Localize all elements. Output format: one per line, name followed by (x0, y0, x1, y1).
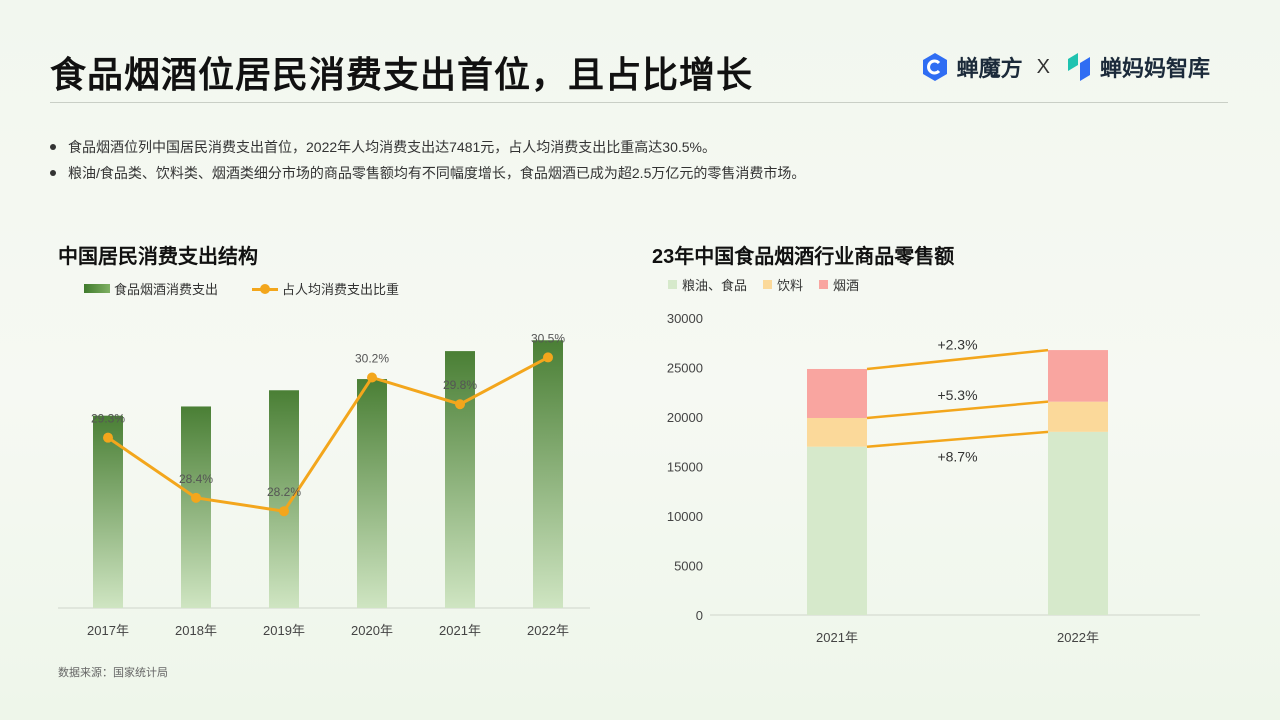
bullet-text: 粮油/食品类、饮料类、烟酒类细分市场的商品零售额均有不同幅度增长，食品烟酒已成为… (68, 165, 806, 181)
data-label: 28.4% (179, 472, 213, 486)
logo-right-text: 蝉妈妈智库 (1099, 56, 1210, 81)
legend-label: 食品烟酒消费支出 (114, 282, 219, 297)
x-tick-label: 2018年 (175, 623, 217, 638)
logo-separator: X (1036, 55, 1050, 78)
legend-label: 饮料 (777, 278, 804, 293)
bar (93, 415, 123, 608)
stack-segment (1048, 431, 1108, 615)
chanmofang-logo-icon (922, 53, 947, 81)
bullet-item: 食品烟酒位列中国居民消费支出首位，2022年人均消费支出达7481元，占人均消费… (50, 134, 805, 160)
growth-line (866, 430, 1049, 448)
stack-segment (807, 368, 867, 418)
y-tick-label: 25000 (667, 361, 703, 376)
title-divider (50, 102, 1228, 103)
x-tick-label: 2021年 (816, 630, 858, 645)
left-chart-legend: 食品烟酒消费支出 占人均消费支出比重 (84, 279, 415, 298)
line-point (367, 372, 377, 383)
bar (445, 351, 475, 608)
data-label: 29.3% (91, 412, 125, 426)
data-label: 30.2% (355, 351, 389, 365)
left-chart-title: 中国居民消费支出结构 (58, 246, 258, 268)
x-tick-label: 2019年 (263, 623, 305, 638)
legend-swatch (84, 284, 110, 293)
logo-left-text: 蝉魔方 (956, 56, 1023, 81)
x-tick-label: 2022年 (1057, 630, 1099, 645)
legend-swatch (763, 280, 773, 289)
logo-area: 蝉魔方 X 蝉妈妈智库 (919, 50, 1210, 84)
line-point (191, 492, 201, 503)
growth-label: +5.3% (937, 387, 977, 403)
legend-swatch (252, 283, 279, 294)
bar (181, 406, 211, 608)
legend-swatch (819, 280, 829, 289)
y-tick-label: 20000 (667, 410, 703, 425)
growth-label: +2.3% (937, 337, 977, 353)
stack-segment (1048, 350, 1108, 402)
growth-label: +8.7% (937, 448, 977, 464)
legend-item-drink: 饮料 (763, 275, 803, 294)
chanmama-logo-icon (1067, 53, 1090, 81)
data-label: 29.8% (443, 378, 477, 392)
share-line (107, 356, 549, 513)
y-tick-label: 0 (696, 608, 703, 623)
bullet-text: 食品烟酒位列中国居民消费支出首位，2022年人均消费支出达7481元，占人均消费… (68, 139, 716, 155)
growth-line (866, 400, 1049, 420)
data-label: 28.2% (267, 485, 301, 499)
line-point (103, 432, 113, 443)
legend-label: 占人均消费支出比重 (282, 282, 400, 297)
legend-item-bar: 食品烟酒消费支出 (84, 279, 218, 298)
stack-segment (1048, 401, 1108, 432)
legend-swatch (668, 280, 677, 289)
bullet-item: 粮油/食品类、饮料类、烟酒类细分市场的商品零售额均有不同幅度增长，食品烟酒已成为… (50, 160, 805, 186)
left-chart: 2017年 2018年 2019年 2020年 2021年 2022年 29.3% 28.4%… (58, 331, 590, 638)
legend-label: 粮油、食品 (682, 278, 748, 293)
legend-item-grain: 粮油、食品 (668, 275, 747, 294)
line-point (455, 399, 465, 410)
right-chart-title: 23年中国食品烟酒行业商品零售额 (652, 246, 955, 268)
bar (269, 390, 299, 608)
legend-item-tobacco: 烟酒 (819, 275, 859, 294)
x-tick-label: 2017年 (87, 623, 129, 638)
stack-segment (807, 417, 867, 447)
line-point (279, 506, 289, 517)
y-tick-label: 30000 (667, 311, 703, 326)
legend-item-line: 占人均消费支出比重 (252, 279, 399, 298)
stack-segment (807, 446, 867, 615)
x-tick-label: 2022年 (527, 623, 569, 638)
bar (357, 379, 387, 608)
growth-line (866, 348, 1049, 371)
bar (533, 340, 563, 608)
x-tick-label: 2021年 (439, 623, 481, 638)
y-tick-label: 5000 (674, 559, 703, 574)
page-title: 食品烟酒位居民消费支出首位，且占比增长 (50, 54, 754, 95)
y-tick-label: 15000 (667, 460, 703, 475)
line-point (543, 352, 553, 363)
y-tick-label: 10000 (667, 509, 703, 524)
right-chart-legend: 粮油、食品 饮料 烟酒 (668, 275, 875, 294)
legend-label: 烟酒 (833, 278, 860, 293)
x-tick-label: 2020年 (351, 623, 393, 638)
bullet-list: 食品烟酒位列中国居民消费支出首位，2022年人均消费支出达7481元，占人均消费… (50, 134, 805, 186)
right-chart: 0 5000 10000 15000 20000 25000 30000 2021年 2022年… (667, 311, 1200, 645)
data-label: 30.5% (531, 331, 565, 345)
data-source: 数据来源：国家统计局 (58, 667, 168, 679)
